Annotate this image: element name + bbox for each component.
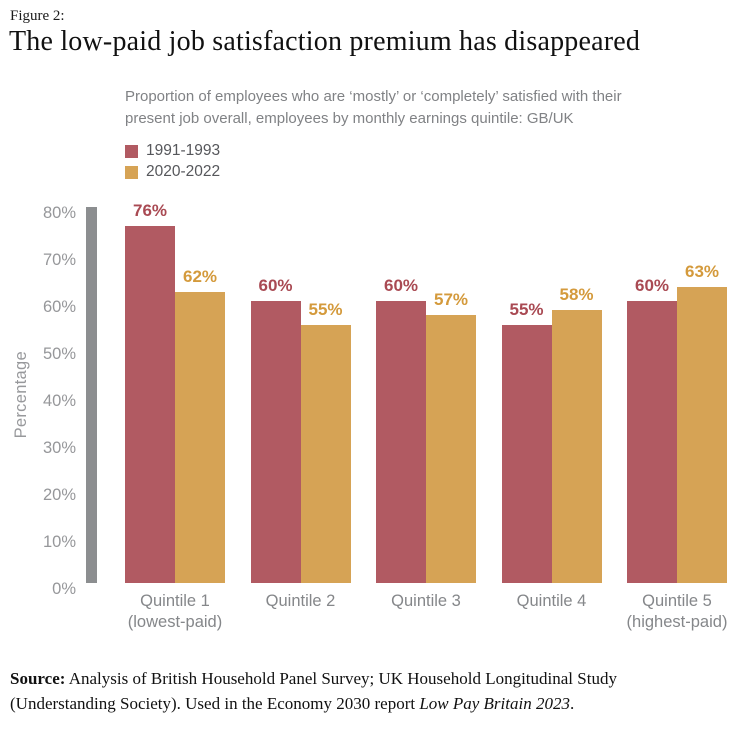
bar-value-label-2020-2022-quintile-5: 63% bbox=[684, 261, 720, 281]
x-axis-label-line: (highest-paid) bbox=[626, 613, 728, 631]
legend-swatch-icon bbox=[125, 144, 138, 158]
bar-1991-1993-quintile-1 bbox=[125, 225, 175, 583]
x-axis-label-quintile-4: Quintile 4 bbox=[477, 591, 627, 612]
bar-group-quintile-4: 55% 58% bbox=[501, 207, 602, 583]
bar-value-label-2020-2022-quintile-3: 57% bbox=[433, 290, 469, 310]
bar-value-label-2020-2022-quintile-1: 62% bbox=[182, 266, 218, 286]
y-tick-label-80: 80% bbox=[42, 204, 76, 222]
y-axis-bar bbox=[86, 207, 97, 583]
x-axis-label-quintile-5: Quintile 5 (highest-paid) bbox=[602, 591, 742, 633]
chart-legend: 1991-1993 2020-2022 bbox=[125, 141, 220, 183]
bar-2020-2022-quintile-5 bbox=[677, 286, 727, 583]
bar-2020-2022-quintile-2 bbox=[300, 324, 351, 583]
y-tick-label-40: 40% bbox=[42, 392, 76, 410]
y-tick-label-70: 70% bbox=[42, 251, 76, 269]
source-bold-label: Source: bbox=[10, 669, 66, 688]
chart-subtitle-line-2: present job overall, employees by monthl… bbox=[125, 110, 574, 127]
bar-value-label-1991-1993-quintile-1: 76% bbox=[132, 200, 168, 220]
y-tick-label-10: 10% bbox=[42, 533, 76, 551]
x-axis-label-line: Quintile 4 bbox=[516, 592, 587, 610]
bar-1991-1993-quintile-5 bbox=[627, 301, 677, 583]
legend-item-2020-2022: 2020-2022 bbox=[125, 162, 220, 182]
chart-subtitle-line-1: Proportion of employees who are ‘mostly’… bbox=[125, 88, 622, 105]
bar-group-quintile-1: 76% 62% bbox=[125, 201, 225, 583]
bar-group-quintile-2: 60% 55% bbox=[250, 207, 351, 583]
chart-subtitle: Proportion of employees who are ‘mostly’… bbox=[125, 86, 725, 130]
y-tick-label-20: 20% bbox=[42, 486, 76, 504]
bar-1991-1993-quintile-4 bbox=[501, 324, 552, 583]
bar-value-label-1991-1993-quintile-4: 55% bbox=[509, 299, 544, 319]
legend-label: 1991-1993 bbox=[146, 142, 221, 159]
source-text: Analysis of British Household Panel Surv… bbox=[65, 669, 617, 688]
x-axis-label-line: Quintile 1 bbox=[140, 592, 210, 610]
legend-swatch-icon bbox=[125, 165, 138, 179]
x-axis-label-line: Quintile 3 bbox=[391, 592, 461, 610]
y-tick-label-0: 0% bbox=[52, 580, 76, 598]
x-axis-label-line: Quintile 2 bbox=[265, 592, 336, 610]
source-report-title: Low Pay Britain 2023 bbox=[419, 694, 570, 713]
bar-value-label-1991-1993-quintile-2: 60% bbox=[258, 276, 293, 295]
source-text: . bbox=[569, 694, 575, 713]
x-axis-label-line: Quintile 5 bbox=[642, 592, 712, 610]
y-tick-label-50: 50% bbox=[42, 345, 76, 363]
bar-1991-1993-quintile-3 bbox=[376, 301, 426, 583]
x-axis-label-quintile-2: Quintile 2 bbox=[226, 591, 376, 612]
bar-2020-2022-quintile-3 bbox=[426, 315, 476, 583]
bar-2020-2022-quintile-4 bbox=[551, 310, 602, 583]
figure-number-label: Figure 2: bbox=[10, 8, 65, 24]
bar-value-label-2020-2022-quintile-4: 58% bbox=[559, 285, 594, 305]
bar-value-label-1991-1993-quintile-3: 60% bbox=[383, 276, 419, 295]
bar-value-label-1991-1993-quintile-5: 60% bbox=[634, 276, 670, 295]
x-axis-label-line: (lowest-paid) bbox=[127, 613, 223, 631]
bar-2020-2022-quintile-1 bbox=[175, 291, 225, 583]
plot-area: 0% 10% 20% 30% 40% 50% 60% 70% 80% 76% 62% 60% 55% 60… bbox=[0, 201, 742, 598]
bar-value-label-2020-2022-quintile-2: 55% bbox=[308, 299, 343, 319]
legend-item-1991-1993: 1991-1993 bbox=[125, 141, 220, 161]
x-axis-label-quintile-3: Quintile 3 bbox=[351, 591, 501, 612]
source-line-1: Source: Analysis of British Household Pa… bbox=[10, 666, 734, 691]
chart-title: The low-paid job satisfaction premium ha… bbox=[9, 26, 641, 57]
x-axis-label-quintile-1: Quintile 1 (lowest-paid) bbox=[100, 591, 250, 633]
source-line-2: (Understanding Society). Used in the Eco… bbox=[10, 691, 734, 716]
y-tick-label-60: 60% bbox=[42, 298, 76, 316]
source-text: (Understanding Society). Used in the Eco… bbox=[10, 694, 420, 713]
bar-group-quintile-5: 60% 63% bbox=[627, 207, 727, 583]
legend-label: 2020-2022 bbox=[146, 163, 221, 180]
y-tick-label-30: 30% bbox=[42, 439, 76, 457]
bar-1991-1993-quintile-2 bbox=[250, 301, 301, 583]
source-note: Source: Analysis of British Household Pa… bbox=[10, 666, 734, 716]
bar-group-quintile-3: 60% 57% bbox=[376, 207, 476, 583]
